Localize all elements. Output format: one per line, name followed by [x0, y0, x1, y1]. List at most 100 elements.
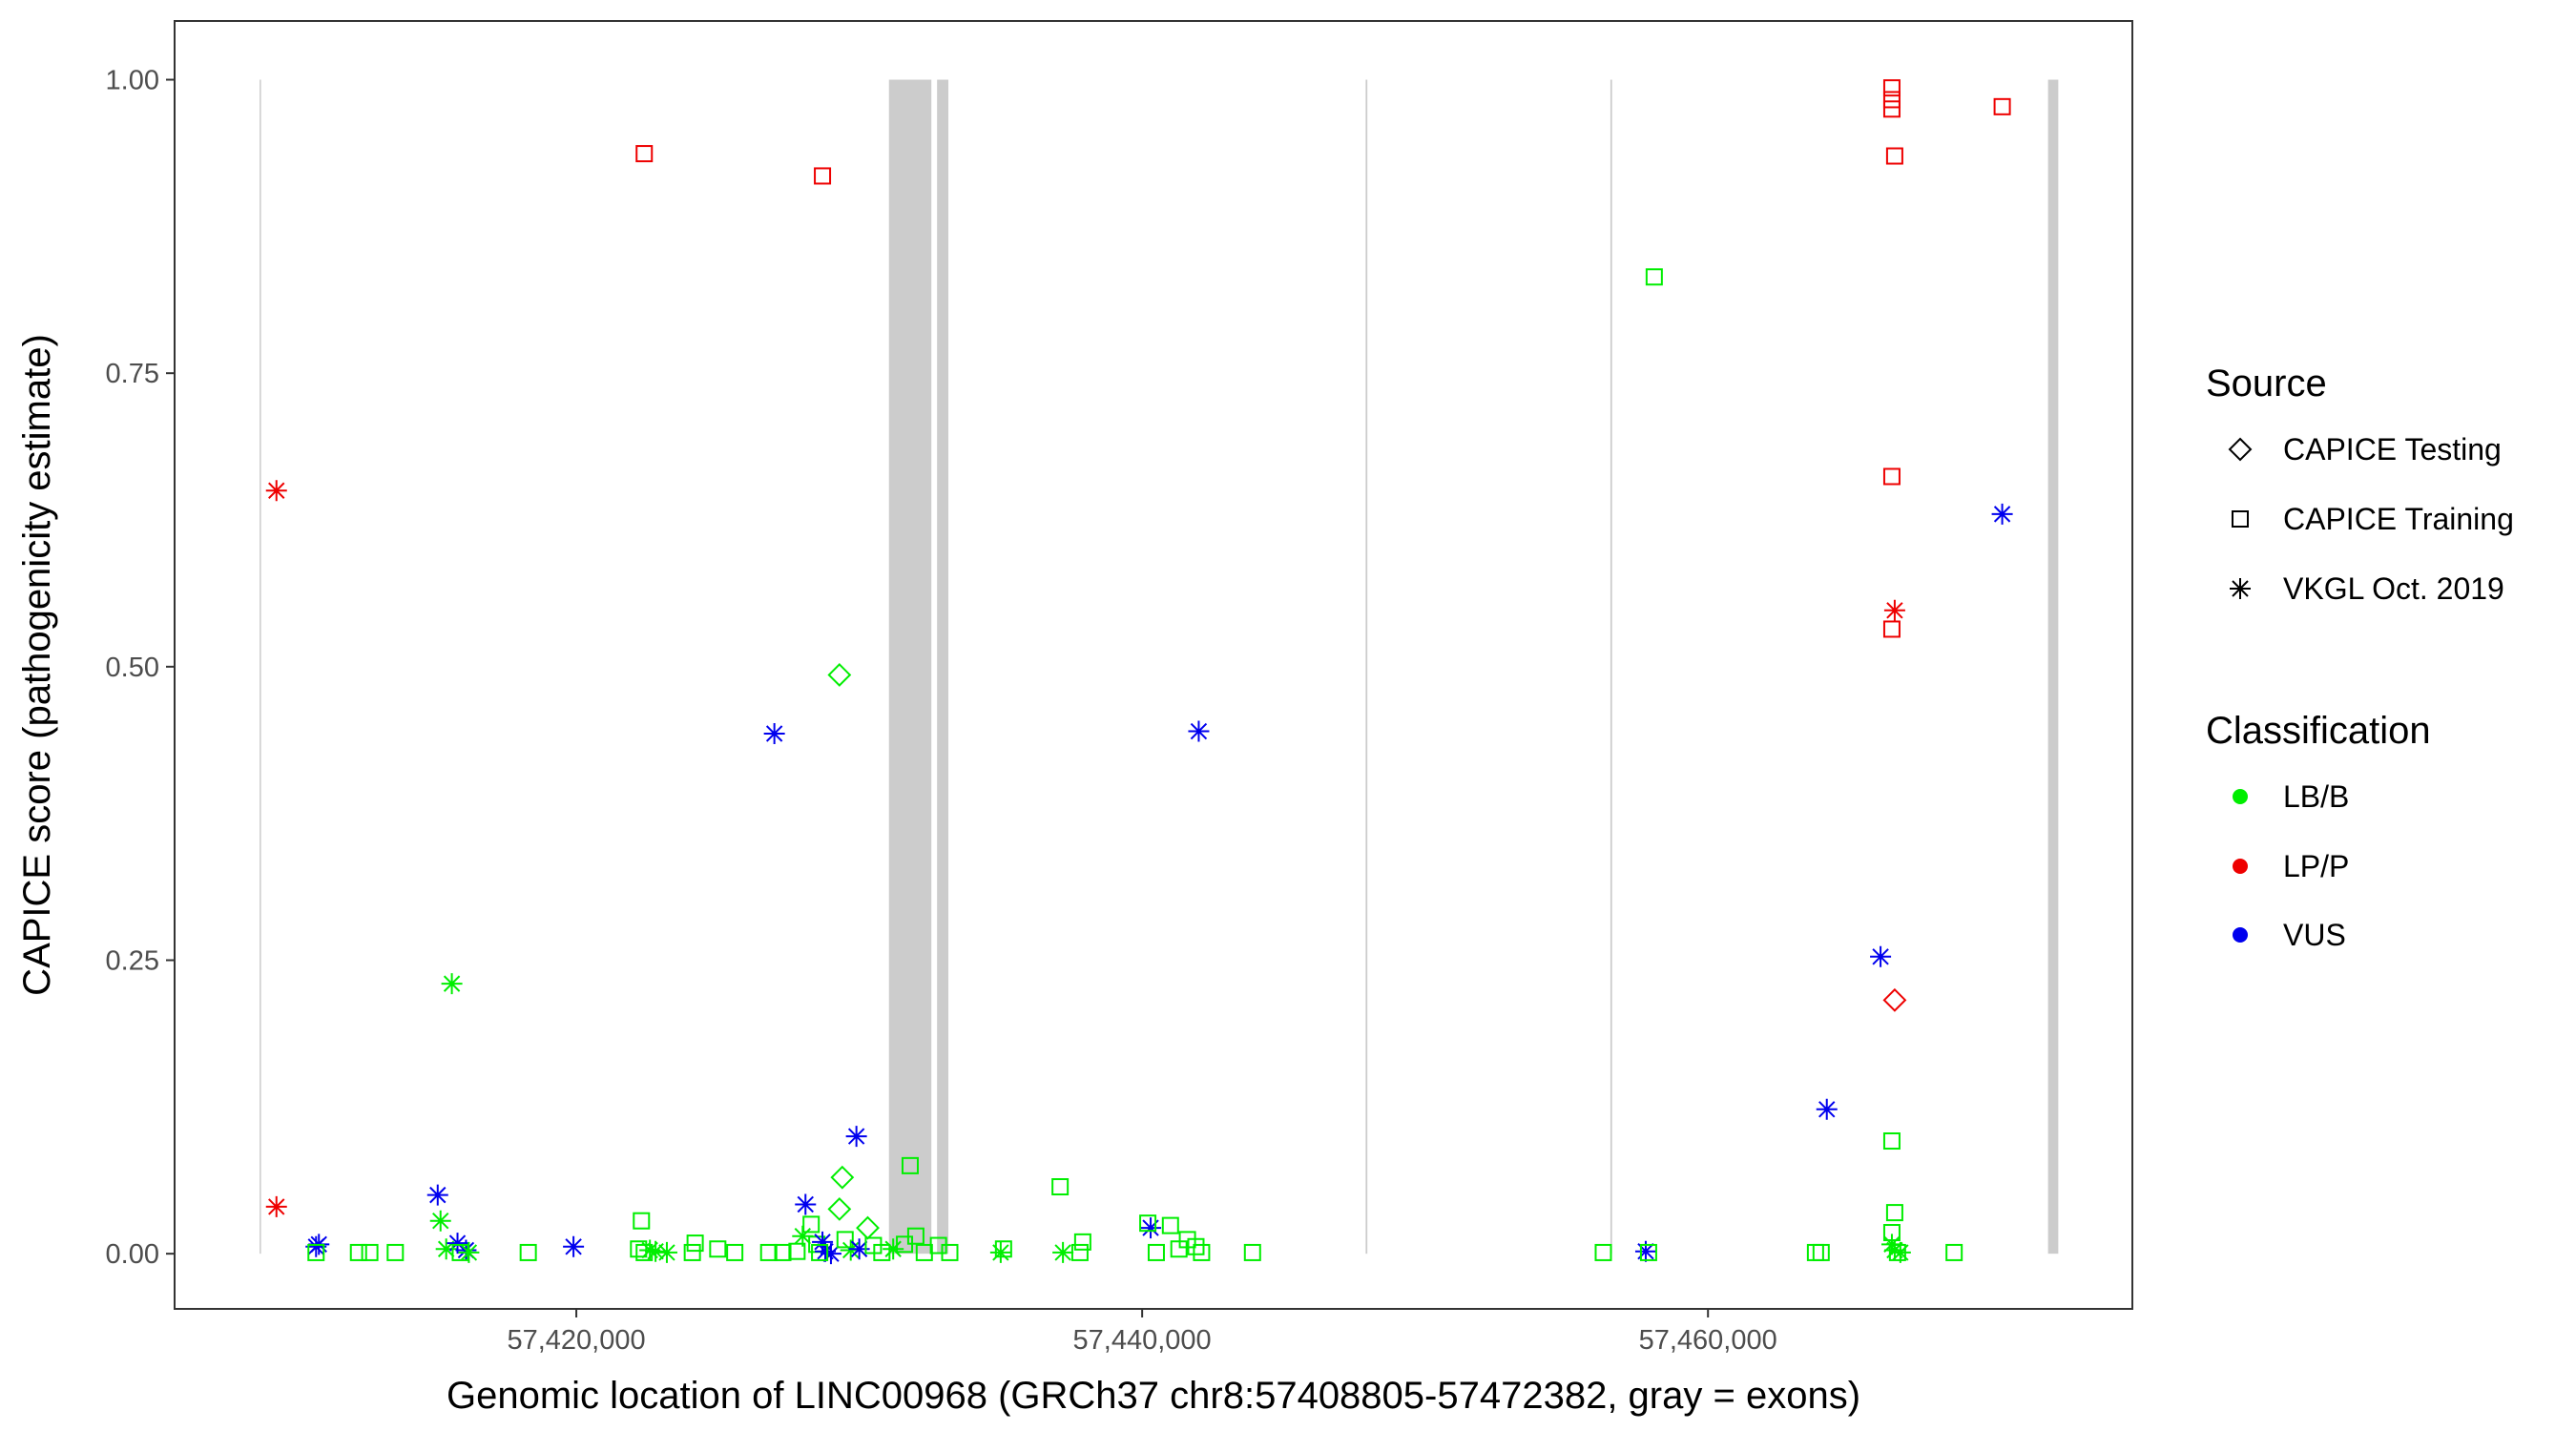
- data-point-square-lb-b: [901, 1156, 919, 1174]
- data-point-square-lp-p: [635, 145, 654, 163]
- data-point-square-lb-b: [519, 1243, 537, 1261]
- data-point-square-lb-b: [774, 1243, 792, 1261]
- plot-panel-border: [174, 20, 2133, 1310]
- data-point-square-lb-b: [1187, 1237, 1205, 1255]
- exon-band: [1610, 79, 1612, 1255]
- y-tick-label: 0.75: [106, 359, 159, 389]
- data-point-asterisk-lb-b: [792, 1225, 814, 1247]
- data-point-asterisk-lb-b: [458, 1241, 480, 1263]
- x-axis: 57,420,000 57,440,000 57,460,000: [507, 1309, 1777, 1356]
- legend-class-label: LP/P: [2283, 849, 2349, 883]
- y-tick-label: 0.00: [106, 1239, 159, 1270]
- data-point-square-lp-p: [1882, 620, 1901, 638]
- data-point-square-lb-b: [836, 1231, 854, 1249]
- data-point-asterisk-lb-b: [1883, 1239, 1905, 1261]
- data-point-square-lp-p: [1882, 100, 1901, 118]
- data-point-square-lb-b: [1070, 1243, 1089, 1261]
- data-point-asterisk-lb-b: [441, 973, 463, 995]
- exon-band: [1365, 79, 1368, 1255]
- x-tick-label: 57,440,000: [1073, 1325, 1212, 1356]
- data-point-square-lp-p: [1993, 97, 2011, 115]
- exon-band: [2047, 79, 2059, 1255]
- data-point-asterisk-lb-b: [639, 1239, 661, 1261]
- exon-band: [937, 79, 949, 1255]
- legend-color-dot: [2233, 859, 2248, 874]
- data-point-asterisk-lp-p: [1883, 599, 1905, 621]
- data-point-asterisk-vus: [763, 722, 785, 744]
- data-point-diamond-lp-p: [1882, 987, 1907, 1012]
- exon-band: [888, 79, 932, 1255]
- data-point-square-lb-b: [1161, 1216, 1179, 1234]
- data-point-asterisk-vus: [845, 1126, 867, 1148]
- data-point-asterisk-vus: [1634, 1240, 1656, 1262]
- y-axis-title: CAPICE score (pathogenicity estimate): [16, 334, 58, 996]
- legend-source-title: Source: [2206, 363, 2327, 404]
- legend-class-label: LB/B: [2283, 779, 2349, 814]
- data-point-square-lp-p: [1885, 147, 1903, 165]
- data-point-asterisk-vus: [1870, 945, 1892, 967]
- legend-class-label: VUS: [2283, 918, 2346, 952]
- data-point-square-lb-b: [1243, 1243, 1261, 1261]
- data-point-square-lb-b: [307, 1243, 325, 1261]
- data-point-square-lb-b: [633, 1212, 651, 1230]
- data-point-asterisk-lb-b: [435, 1238, 457, 1260]
- data-point-square-lb-b: [906, 1227, 924, 1245]
- data-point-square-lp-p: [814, 167, 832, 185]
- data-point-square-lb-b: [683, 1243, 701, 1261]
- legend: Source Classification CAPICE Testing CAPI…: [2206, 363, 2514, 952]
- x-tick-label: 57,420,000: [507, 1325, 645, 1356]
- data-point-asterisk-lb-b: [645, 1240, 667, 1262]
- exon-layer: [260, 79, 2059, 1255]
- data-point-square-lb-b: [1594, 1243, 1612, 1261]
- data-point-asterisk-vus: [812, 1231, 834, 1253]
- data-point-asterisk-vus: [447, 1233, 468, 1255]
- point-layer: [265, 79, 2013, 1265]
- data-point-square-lb-b: [686, 1234, 704, 1253]
- legend-source-label: VKGL Oct. 2019: [2283, 571, 2504, 606]
- data-point-square-lb-b: [802, 1215, 821, 1234]
- data-point-asterisk-vus: [848, 1238, 870, 1260]
- legend-symbol-asterisk: [2230, 578, 2251, 599]
- data-point-asterisk-vus: [1188, 720, 1210, 742]
- data-point-asterisk-vus: [426, 1184, 448, 1206]
- data-point-square-lb-b: [361, 1243, 379, 1261]
- legend-color-dot: [2233, 927, 2248, 943]
- data-point-square-lb-b: [759, 1243, 778, 1261]
- data-point-asterisk-lb-b: [1889, 1241, 1911, 1263]
- data-point-square-lb-b: [1645, 268, 1663, 286]
- exon-band: [260, 79, 261, 1255]
- data-point-asterisk-lb-b: [840, 1239, 862, 1261]
- data-point-square-lb-b: [1139, 1214, 1157, 1233]
- data-point-square-lb-b: [630, 1240, 648, 1258]
- data-point-square-lb-b: [349, 1243, 367, 1261]
- data-point-square-lb-b: [1193, 1243, 1211, 1261]
- data-point-asterisk-lb-b: [989, 1241, 1011, 1263]
- x-axis-title: Genomic location of LINC00968 (GRCh37 ch…: [447, 1375, 1860, 1417]
- data-point-asterisk-vus: [1140, 1217, 1162, 1239]
- legend-classification-title: Classification: [2206, 710, 2431, 752]
- data-point-asterisk-lb-b: [1052, 1241, 1074, 1263]
- x-tick-label: 57,460,000: [1639, 1325, 1777, 1356]
- data-point-square-lb-b: [1885, 1204, 1903, 1222]
- data-point-square-lp-p: [1882, 467, 1901, 486]
- data-point-square-lb-b: [386, 1243, 405, 1261]
- legend-source-label: CAPICE Training: [2283, 502, 2514, 536]
- data-point-asterisk-vus: [795, 1193, 817, 1215]
- data-point-asterisk-vus: [563, 1235, 585, 1257]
- data-point-diamond-lb-b: [830, 1165, 855, 1190]
- data-point-square-lb-b: [941, 1243, 959, 1261]
- legend-symbol-square: [2232, 510, 2249, 528]
- data-point-square-lb-b: [1147, 1243, 1165, 1261]
- y-tick-label: 1.00: [106, 66, 159, 96]
- data-point-square-lb-b: [788, 1242, 806, 1260]
- data-point-asterisk-lb-b: [429, 1210, 451, 1232]
- y-tick-label: 0.50: [106, 653, 159, 683]
- data-point-asterisk-vus: [815, 1240, 837, 1262]
- data-point-diamond-lb-b: [827, 663, 852, 687]
- data-point-square-lb-b: [811, 1243, 829, 1261]
- data-point-square-lb-b: [1639, 1243, 1657, 1261]
- legend-color-dot: [2233, 789, 2248, 804]
- y-axis: 0.00 0.25 0.50 0.75 1.00: [106, 66, 175, 1270]
